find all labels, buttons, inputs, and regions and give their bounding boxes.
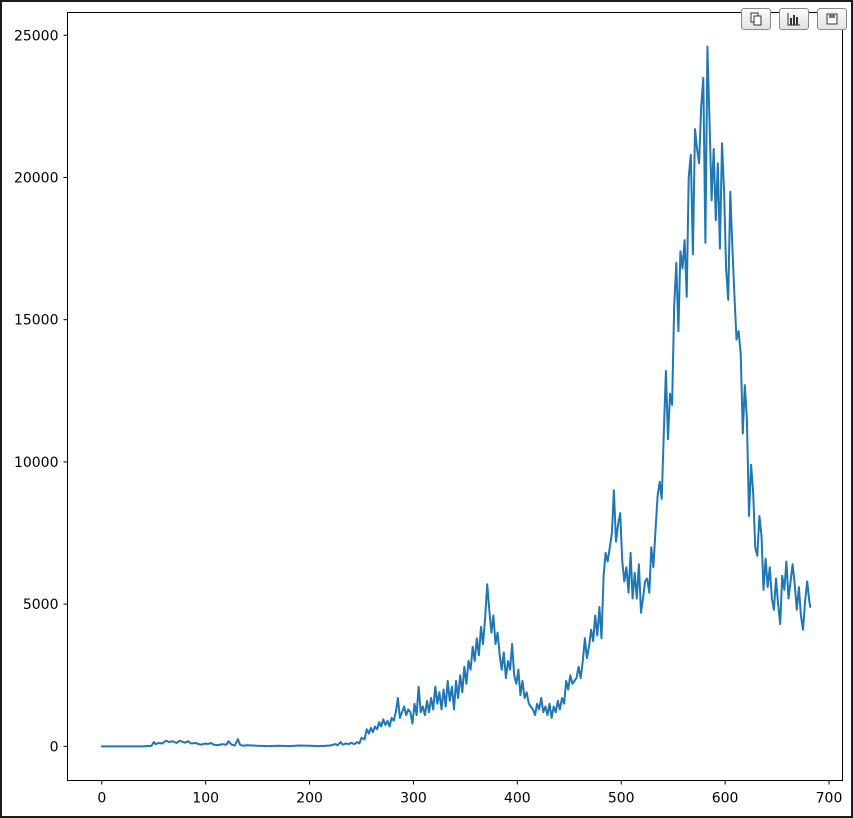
chart-data-button[interactable] — [779, 8, 809, 30]
y-tick-label: 20000 — [14, 170, 59, 186]
x-tick-label: 400 — [504, 791, 531, 807]
save-button[interactable] — [817, 8, 847, 30]
save-icon — [826, 13, 838, 25]
x-tick-label: 300 — [400, 791, 427, 807]
x-tick-label: 200 — [296, 791, 323, 807]
y-tick-label: 15000 — [14, 313, 59, 329]
y-tick-label: 25000 — [14, 28, 59, 44]
y-tick-label: 10000 — [14, 455, 59, 471]
x-tick-label: 100 — [192, 791, 219, 807]
copy-icon — [750, 12, 762, 26]
x-tick-label: 0 — [97, 791, 106, 807]
y-tick-label: 0 — [50, 739, 59, 755]
y-tick-label: 5000 — [23, 597, 59, 613]
series-line — [100, 45, 812, 748]
x-tick-label: 600 — [712, 791, 739, 807]
copy-button[interactable] — [741, 8, 771, 30]
x-tick-label: 500 — [608, 791, 635, 807]
x-tick-label: 700 — [816, 791, 843, 807]
plot-area — [67, 12, 843, 781]
bar-chart-icon — [787, 13, 800, 26]
chart-toolbar — [741, 8, 847, 30]
